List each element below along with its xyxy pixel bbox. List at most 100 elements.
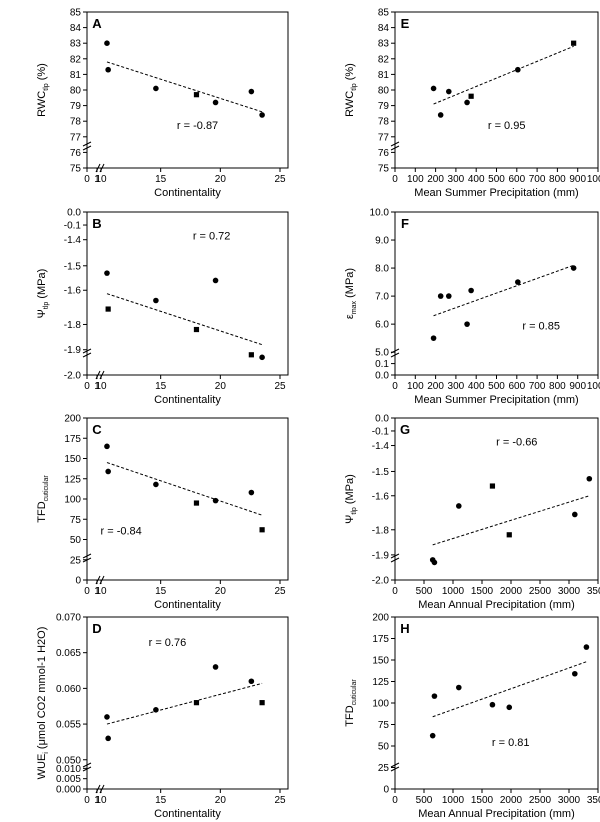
y-tick-label: 83 <box>378 39 390 50</box>
data-point <box>248 352 254 358</box>
x-tick-label: 20 <box>215 381 227 392</box>
data-point <box>193 700 200 706</box>
y-tick-label: 84 <box>70 23 82 34</box>
plot-frame <box>86 417 289 581</box>
r-value-label: r = 0.81 <box>492 737 530 749</box>
y-tick-label: 25 <box>378 763 390 774</box>
y-tick-label: 83 <box>70 39 82 50</box>
data-point <box>468 93 474 99</box>
x-tick-label: 400 <box>468 381 485 392</box>
y-tick-label: 0.000 <box>56 785 81 796</box>
data-point <box>193 326 200 333</box>
x-axis-label: Mean Annual Precipitation (mm) <box>418 808 575 820</box>
data-point <box>212 277 219 284</box>
data-point <box>571 40 577 46</box>
x-tick-label: 25 <box>274 795 286 806</box>
y-tick-label: 8.0 <box>375 264 389 275</box>
y-tick-label: 75 <box>378 164 390 175</box>
data-point <box>506 704 513 711</box>
plot-frame <box>86 11 289 169</box>
panel-C: C0 110 15 20 250255075100125150175200Contine… <box>36 414 289 611</box>
y-tick-label: -1.8 <box>64 320 82 331</box>
panel-letter: B <box>92 216 101 231</box>
y-tick-label: -1.9 <box>64 345 82 356</box>
x-tick-label: 1 <box>94 795 100 806</box>
data-point <box>153 297 159 304</box>
data-point <box>193 500 200 506</box>
y-tick-label: 84 <box>378 23 390 34</box>
data-point <box>583 644 590 650</box>
y-axis-label: εmax (MPa) <box>344 268 358 319</box>
y-axis-break <box>82 348 92 358</box>
x-axis-break <box>95 784 105 794</box>
y-tick-label: 80 <box>70 86 82 97</box>
r-value-label: r = -0.87 <box>177 120 218 132</box>
x-axis-label: Mean Summer Precipitation (mm) <box>414 394 578 406</box>
x-tick-label: 3500 <box>587 586 600 597</box>
data-point <box>464 321 470 327</box>
y-tick-label: -1.4 <box>64 235 82 246</box>
x-tick-label: 0 <box>392 381 398 392</box>
y-axis-label: TFDcuticular <box>36 475 50 523</box>
x-tick-label: 15 <box>155 586 167 597</box>
x-tick-label: 700 <box>529 174 546 185</box>
x-tick-label: 1000 <box>442 586 465 597</box>
y-tick-label: 150 <box>64 454 81 465</box>
r-value-label: r = 0.72 <box>193 231 231 243</box>
data-point <box>445 293 452 299</box>
x-tick-label: 600 <box>508 381 525 392</box>
data-point <box>259 700 265 706</box>
trend-line <box>432 661 587 718</box>
data-point <box>430 85 437 92</box>
x-tick-label: 25 <box>274 586 286 597</box>
y-tick-label: 150 <box>372 656 389 667</box>
y-tick-label: 0.0 <box>67 208 81 219</box>
x-tick-label: 1500 <box>471 586 494 597</box>
x-tick-label: 900 <box>569 381 586 392</box>
data-point <box>104 40 110 46</box>
x-tick-label: 2000 <box>500 586 523 597</box>
x-tick-label: 25 <box>274 174 286 185</box>
y-tick-label: 78 <box>378 117 390 128</box>
x-tick-label: 15 <box>155 381 167 392</box>
y-tick-label: -1.5 <box>64 261 82 272</box>
x-tick-label: 500 <box>488 174 505 185</box>
r-value-label: r = -0.84 <box>101 526 142 538</box>
y-tick-label: 0.070 <box>56 613 81 624</box>
y-tick-label: 125 <box>372 677 389 688</box>
y-axis-label: Ψtlp (MPa) <box>36 269 50 319</box>
y-tick-label: 0.010 <box>56 764 81 775</box>
y-axis-label: TFDcuticular <box>344 679 358 727</box>
y-tick-label: 79 <box>378 101 390 112</box>
x-axis-break <box>95 370 105 380</box>
x-tick-label: 2000 <box>500 795 523 806</box>
panel-A: A 0 110 15 20 25 75 76 77 78 79 80 81 82 83 84 85 Contine… <box>36 8 289 199</box>
data-point <box>437 293 444 299</box>
trend-line <box>432 495 590 546</box>
x-tick-label: 1 <box>94 381 100 392</box>
x-tick-label: 1000 <box>442 795 465 806</box>
y-axis-break <box>390 762 400 772</box>
trend-line <box>106 61 263 113</box>
x-tick-label: 1000 <box>587 381 600 392</box>
y-axis-label: WUEi (μmol CO2 mmol-1 H2O) <box>36 627 50 780</box>
y-tick-label: 75 <box>70 164 82 175</box>
y-tick-label: 100 <box>372 699 389 710</box>
x-tick-label: 600 <box>508 174 525 185</box>
y-tick-label: 76 <box>378 148 390 159</box>
y-tick-label: 5.0 <box>375 348 389 359</box>
x-tick-label: 2500 <box>529 586 552 597</box>
trend-line <box>106 682 263 725</box>
y-tick-label: -2.0 <box>64 371 82 382</box>
y-tick-label: 0.005 <box>56 774 81 785</box>
panel-G: G 0 500 1000 1500 2000 2500 3000 3500 -2.0 -1.9 -1.… <box>344 414 600 612</box>
data-point <box>105 66 111 73</box>
y-tick-label: 10.0 <box>370 208 390 219</box>
y-tick-label: 125 <box>64 474 81 485</box>
y-tick-label: 75 <box>378 720 390 731</box>
trend-line <box>433 45 574 105</box>
y-axis-break <box>82 141 92 151</box>
panel-letter: A <box>92 16 102 31</box>
